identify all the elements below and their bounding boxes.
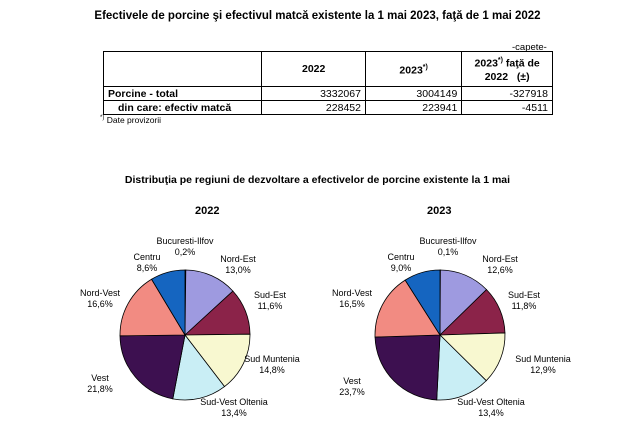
pie-slice-vest (119, 334, 186, 400)
slice-name-label: Sud-Vest Oltenia (200, 397, 268, 407)
slice-value-label: 14,8% (259, 365, 285, 375)
cell-diff: -4511 (461, 100, 553, 115)
slice-name-label: Nord-Est (220, 254, 256, 264)
slice-value-label: 11,6% (258, 301, 283, 311)
footnote-mark: *) (100, 115, 105, 122)
slice-name-label: Vest (91, 373, 109, 383)
slice-name-label: Vest (343, 376, 361, 386)
pie-slice-sud-muntenia (184, 333, 251, 388)
table-header-diff: 2023*) faţă de 2022 (±) (461, 51, 553, 87)
cell-2023: 223941 (364, 100, 463, 115)
page-title: Efectivele de porcine şi efectivul matcă… (94, 10, 541, 22)
table-header-row: 2022 2023*) 2023*) faţă de 2022 (±) (102, 51, 553, 87)
table-row: din care: efectiv matcă 228452 223941 -4… (102, 100, 553, 115)
unit-label: -capete- (512, 42, 547, 53)
pie-slice-sud-vest-oltenia (172, 334, 226, 401)
slice-name-label: Bucuresti-Ilfov (419, 236, 477, 246)
slice-value-label: 9,0% (391, 263, 412, 273)
pie-chart-2023: Bucuresti-Ilfov0,1%Nord-Est12,6%Sud-Est1… (332, 236, 571, 418)
slice-value-label: 12,9% (530, 365, 556, 375)
footnote-text: Date provizorii (106, 115, 162, 125)
slice-value-label: 21,8% (87, 384, 113, 394)
slice-value-label: 8,6% (137, 263, 158, 273)
pie-slice-centru (151, 269, 186, 337)
charts-subtitle: Distribuţia pe regiuni de dezvoltare a e… (124, 174, 511, 186)
footnote: *) Date provizorii (100, 115, 161, 125)
slice-name-label: Sud-Est (254, 290, 287, 300)
cell-2023: 3004149 (364, 86, 463, 101)
slice-name-label: Sud-Vest Oltenia (457, 397, 525, 407)
slice-value-label: 16,5% (339, 299, 365, 309)
slice-value-label: 16,6% (87, 299, 113, 309)
pie-slice-vest (374, 334, 441, 401)
slice-name-label: Centru (133, 252, 160, 262)
slice-name-label: Bucuresti-Ilfov (156, 236, 214, 246)
slice-value-label: 0,1% (438, 247, 459, 257)
slice-value-label: 12,6% (487, 265, 513, 275)
slice-name-label: Sud-Est (508, 290, 541, 300)
slice-value-label: 23,7% (339, 387, 365, 397)
cell-2022: 228452 (261, 100, 366, 115)
slice-name-label: Sud Muntenia (515, 354, 571, 364)
slice-value-label: 13,4% (221, 408, 247, 418)
pie-slice-nord-vest (119, 278, 186, 337)
slice-name-label: Nord-Vest (332, 288, 373, 298)
slice-value-label: 13,0% (225, 265, 251, 275)
slice-name-label: Nord-Est (482, 254, 518, 264)
slice-value-label: 0,2% (175, 247, 196, 257)
pie-title-2022: 2022 (195, 205, 220, 217)
table-header-2022: 2022 (261, 51, 366, 87)
stats-table: 2022 2023*) 2023*) faţă de 2022 (±) Porci… (102, 51, 553, 115)
pie-title-2023: 2023 (427, 205, 452, 217)
slice-value-label: 11,8% (512, 301, 537, 311)
slice-value-label: 13,4% (478, 408, 504, 418)
pie-slice-sud-vest-oltenia (436, 334, 487, 401)
table-header-2023: 2023*) (364, 51, 463, 87)
cell-2022: 3332067 (261, 86, 366, 101)
pie-slice-centru (404, 269, 441, 337)
slice-name-label: Nord-Vest (80, 288, 121, 298)
slice-name-label: Sud Muntenia (244, 354, 300, 364)
row-label: din care: efectiv matcă (102, 100, 263, 115)
pie-slice-nord-vest (374, 279, 441, 338)
slice-name-label: Centru (387, 252, 414, 262)
pie-chart-2022: Bucuresti-Ilfov0,2%Nord-Est13,0%Sud-Est1… (80, 236, 300, 418)
